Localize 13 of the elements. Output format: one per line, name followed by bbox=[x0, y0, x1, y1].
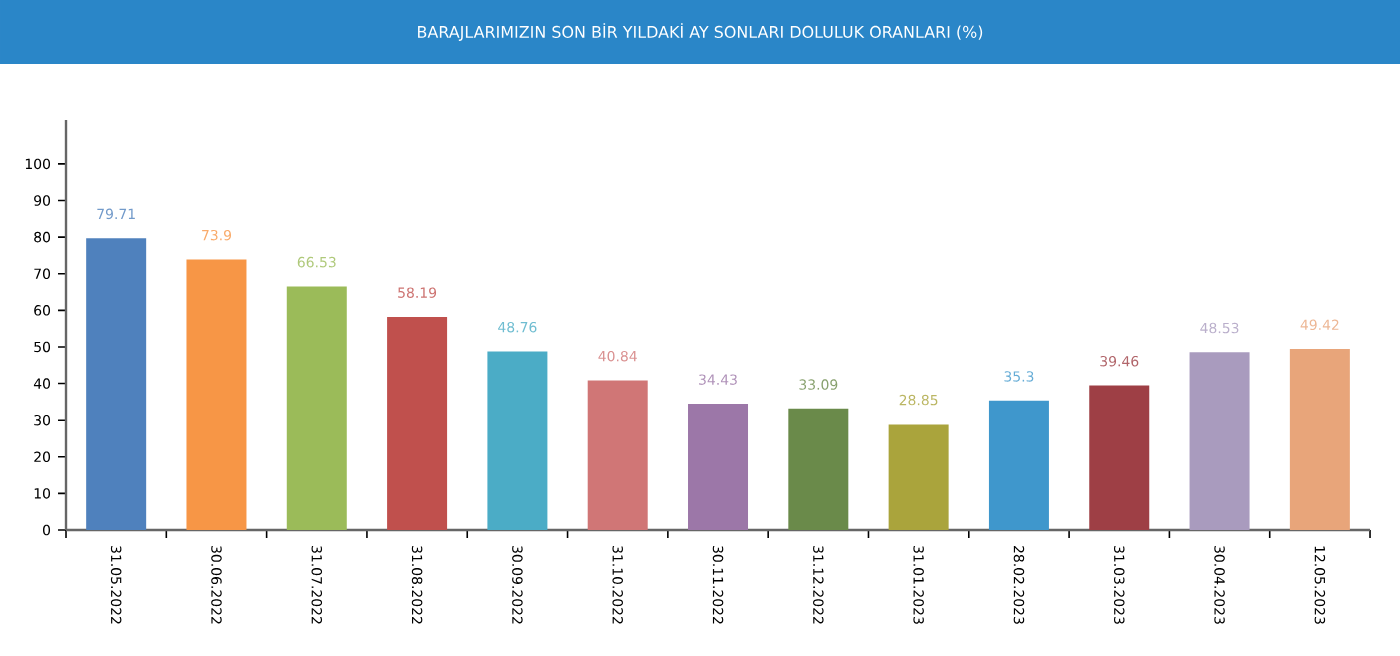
bar bbox=[1289, 349, 1350, 530]
bar bbox=[1189, 352, 1250, 530]
bar bbox=[788, 408, 849, 530]
bar bbox=[988, 400, 1049, 530]
bar bbox=[86, 238, 147, 530]
bar bbox=[387, 316, 448, 530]
bar bbox=[286, 286, 347, 530]
bar bbox=[888, 424, 949, 530]
bar bbox=[587, 380, 648, 530]
bar bbox=[1089, 385, 1150, 530]
bar bbox=[487, 351, 548, 530]
bar bbox=[186, 259, 247, 530]
bar bbox=[688, 403, 749, 530]
